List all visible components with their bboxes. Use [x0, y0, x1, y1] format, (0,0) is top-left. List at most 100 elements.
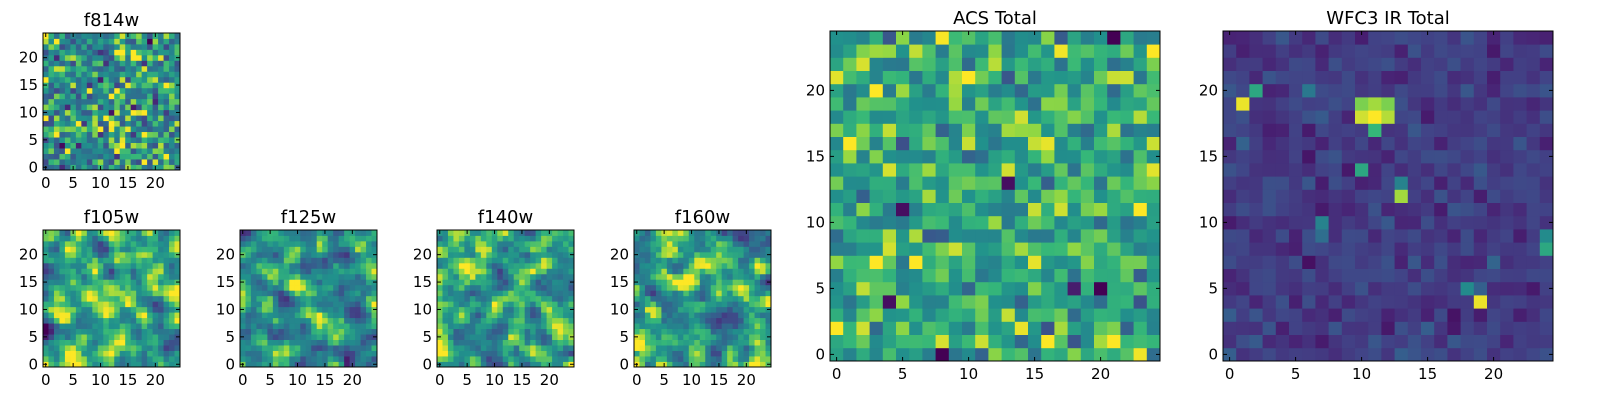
heatmap-cell — [114, 356, 121, 362]
heatmap-cell — [119, 284, 126, 291]
heatmap-cell — [882, 308, 897, 322]
heatmap-cell — [843, 268, 857, 283]
heatmap-cell — [75, 290, 82, 297]
heatmap-cell — [86, 306, 93, 313]
heatmap-cell — [86, 328, 93, 335]
heatmap-cell — [1001, 97, 1016, 111]
heatmap-cell — [754, 268, 761, 275]
heatmap-cell — [727, 279, 734, 286]
heatmap-cell — [1421, 268, 1435, 283]
heatmap-cell — [672, 257, 679, 264]
heatmap-cell — [721, 350, 728, 357]
heatmap-cell — [475, 328, 482, 335]
heatmap-cell — [513, 290, 520, 297]
heatmap-cell — [366, 273, 372, 280]
heatmap-cell — [552, 246, 558, 253]
heatmap-cell — [760, 235, 766, 242]
heatmap-cell — [869, 308, 884, 322]
heatmap-cell — [524, 301, 531, 308]
heatmap-cell — [169, 109, 175, 116]
heatmap-cell — [1236, 202, 1250, 217]
heatmap-cell — [360, 323, 367, 330]
heatmap-cell — [727, 257, 734, 264]
heatmap-cell — [830, 215, 844, 230]
heatmap-cell — [1341, 255, 1356, 269]
heatmap-cell — [1460, 255, 1475, 269]
heatmap-cell — [360, 235, 367, 242]
heatmap-cell — [699, 262, 706, 269]
heatmap-cell — [765, 268, 772, 275]
heatmap-cell — [568, 295, 575, 302]
heatmap-cell — [141, 164, 148, 171]
heatmap-cell — [366, 306, 372, 313]
heatmap-cell — [305, 268, 312, 275]
heatmap-cell — [136, 71, 143, 78]
heatmap-cell — [909, 83, 923, 98]
heatmap-cell — [333, 290, 340, 297]
heatmap-cell — [1421, 189, 1435, 203]
heatmap-cell — [644, 317, 651, 324]
heatmap-cell — [677, 339, 684, 346]
heatmap-cell — [749, 350, 755, 357]
heatmap-cell — [661, 334, 668, 340]
heatmap-cell — [349, 323, 356, 330]
heatmap-cell — [48, 345, 55, 351]
heatmap-cell — [1236, 347, 1250, 362]
heatmap-cell — [458, 230, 465, 236]
heatmap-cell — [344, 306, 350, 313]
heatmap-cell — [278, 273, 285, 280]
heatmap-cell — [909, 149, 923, 164]
heatmap-cell — [447, 262, 454, 269]
heatmap-cell — [1094, 268, 1108, 283]
heatmap-cell — [92, 43, 99, 50]
heatmap-cell — [152, 268, 159, 275]
heatmap-cell — [64, 164, 71, 171]
heatmap-cell — [721, 312, 728, 319]
heatmap-cell — [447, 268, 454, 275]
heatmap-cell — [108, 38, 115, 45]
heatmap-cell — [360, 345, 367, 351]
heatmap-cell — [174, 290, 181, 297]
heatmap-cell — [48, 361, 55, 368]
heatmap-cell — [169, 93, 175, 100]
heatmap-cell — [1315, 31, 1329, 45]
heatmap-cell — [760, 251, 766, 258]
heatmap-cell — [1460, 136, 1475, 151]
heatmap-cell — [48, 246, 55, 253]
heatmap-cell — [1460, 281, 1475, 296]
heatmap-cell — [344, 328, 350, 335]
heatmap-cell — [705, 339, 712, 346]
heatmap-cell — [1381, 295, 1395, 309]
heatmap-cell — [535, 334, 542, 340]
heatmap-cell — [661, 345, 668, 351]
heatmap-cell — [922, 347, 936, 362]
heatmap-cell — [1249, 281, 1263, 296]
heatmap-cell — [119, 317, 126, 324]
heatmap-cell — [152, 153, 159, 160]
heatmap-cell — [147, 251, 153, 258]
heatmap-cell — [634, 284, 640, 291]
heatmap-cell — [322, 345, 329, 351]
heatmap-cell — [103, 312, 110, 319]
heatmap-cell — [843, 189, 857, 203]
heatmap-cell — [53, 71, 60, 78]
heatmap-cell — [152, 295, 159, 302]
heatmap-cell — [114, 235, 121, 242]
heatmap-cell — [672, 268, 679, 275]
heatmap-cell — [683, 262, 690, 269]
heatmap-cell — [305, 240, 312, 247]
heatmap-cell — [738, 284, 744, 291]
heatmap-cell — [97, 235, 104, 242]
heatmap-cell — [371, 273, 378, 280]
heatmap-cell — [541, 273, 547, 280]
heatmap-cell — [103, 279, 110, 286]
heatmap-cell — [108, 356, 115, 362]
heatmap-cell — [677, 279, 684, 286]
heatmap-cell — [114, 33, 121, 39]
heatmap-cell — [119, 126, 126, 133]
heatmap-cell — [75, 284, 82, 291]
heatmap-cell — [130, 131, 137, 138]
heatmap-cell — [1080, 57, 1095, 71]
x-tick-label: 10 — [1352, 365, 1371, 383]
heatmap-cell — [163, 115, 170, 122]
